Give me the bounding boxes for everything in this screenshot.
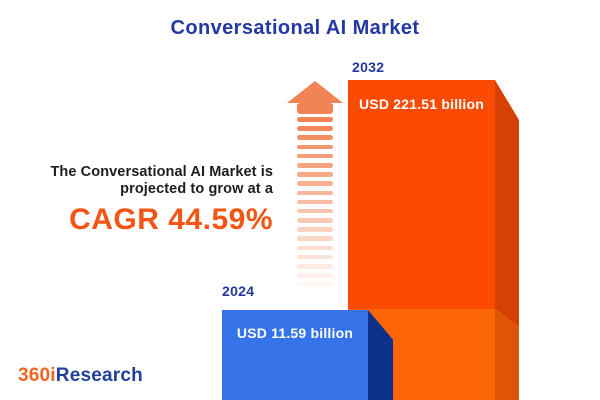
bar-2032-side-upper xyxy=(495,80,519,327)
arrow-dash xyxy=(297,135,333,140)
arrow-dash xyxy=(297,236,333,242)
logo-360i: 360i xyxy=(18,365,56,386)
arrow-dash xyxy=(297,153,333,159)
logo: 360iResearch xyxy=(18,365,143,387)
arrow-dash-trail xyxy=(297,117,333,292)
arrow-dash xyxy=(297,245,333,251)
arrow-dash xyxy=(297,144,333,150)
arrow-dash xyxy=(297,126,333,131)
bar-2024-front xyxy=(222,310,368,400)
arrow-dash xyxy=(297,199,333,205)
bar-2024-year-label: 2024 xyxy=(222,283,255,299)
arrow-dash xyxy=(297,254,333,260)
arrow-dash xyxy=(297,181,333,186)
arrow-dash xyxy=(297,162,333,168)
logo-research: Research xyxy=(55,365,143,386)
arrow-dash xyxy=(297,227,333,232)
cagr-value: CAGR 44.59% xyxy=(69,202,273,236)
arrow-dash xyxy=(297,273,333,278)
arrow-dash xyxy=(297,208,333,214)
arrow-dash xyxy=(297,264,333,269)
bar-2032-side-lower xyxy=(495,309,519,400)
arrow-neck xyxy=(297,103,333,114)
bar-2032-front-upper xyxy=(348,80,495,309)
arrow-dash xyxy=(297,218,333,223)
headline-line-1: The Conversational AI Market is xyxy=(50,164,273,180)
arrow-dash xyxy=(297,190,333,196)
bar-2024-value-label: USD 11.59 billion xyxy=(236,325,354,341)
arrow-dash xyxy=(297,117,333,122)
headline: The Conversational AI Market is projecte… xyxy=(50,164,273,237)
arrow-head-icon xyxy=(287,81,343,103)
arrow-dash xyxy=(297,282,333,287)
arrow-dash xyxy=(297,172,333,177)
bar-2032-value-label: USD 221.51 billion xyxy=(359,96,484,112)
bar-2032-year-label: 2032 xyxy=(352,59,385,75)
headline-line-2: projected to grow at a xyxy=(120,181,273,198)
page-title: Conversational AI Market xyxy=(170,17,420,39)
